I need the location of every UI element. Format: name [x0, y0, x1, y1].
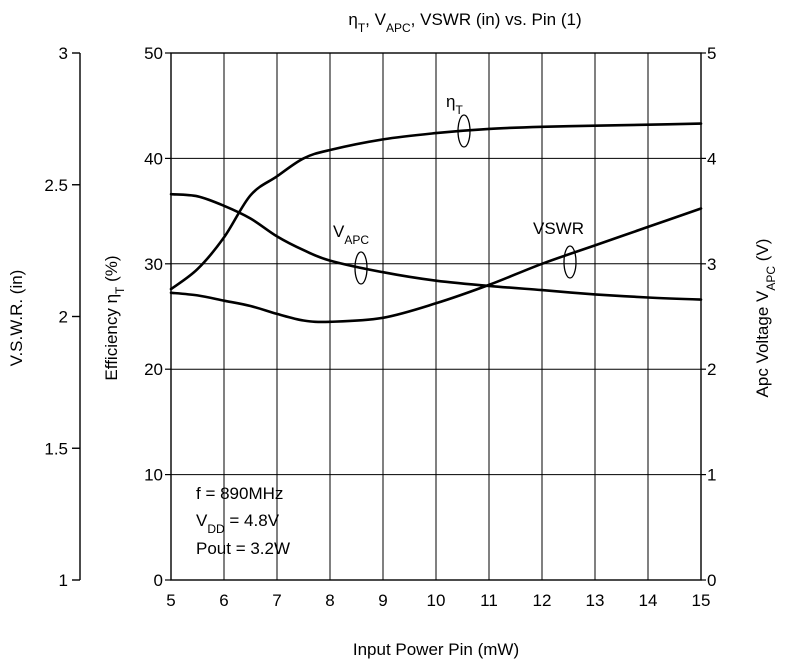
x-tick-label-12: 12 — [533, 591, 552, 610]
vswr-tick-label-2.5: 2.5 — [44, 176, 68, 195]
chart-title: ηT, VAPC, VSWR (in) vs. Pin (1) — [348, 10, 581, 35]
right-tick-label-4: 4 — [707, 149, 716, 168]
right-tick-label-0: 0 — [707, 571, 716, 590]
vswr-tick-label-1.5: 1.5 — [44, 439, 68, 458]
leader-ellipse-vswr — [563, 245, 577, 279]
x-tick-label-5: 5 — [166, 591, 175, 610]
x-axis-label: Input Power Pin (mW) — [353, 640, 519, 659]
right-axis-label: Apc Voltage VAPC (V) — [753, 239, 778, 398]
left-axis-label: Efficiency ηT (%) — [102, 255, 127, 380]
left-tick-label-20: 20 — [144, 360, 163, 379]
leader-ellipse-eta — [457, 114, 471, 148]
x-tick-label-6: 6 — [219, 591, 228, 610]
vswr-tick-label-1: 1 — [59, 571, 68, 590]
series-line-vswr — [169, 207, 703, 324]
x-tick-label-8: 8 — [325, 591, 334, 610]
right-tick-label-3: 3 — [707, 255, 716, 274]
leader-ellipse-vapc — [354, 251, 368, 285]
vswr-tick-label-2: 2 — [59, 308, 68, 327]
right-tick-label-2: 2 — [707, 360, 716, 379]
left-tick-label-40: 40 — [144, 149, 163, 168]
right-tick-label-1: 1 — [707, 466, 716, 485]
x-tick-label-11: 11 — [480, 591, 498, 610]
series-line--t — [169, 122, 703, 291]
left-tick-label-0: 0 — [154, 571, 163, 590]
curve-label-eta: ηT — [446, 92, 463, 117]
condition-frequency: f = 890MHz — [196, 484, 283, 503]
x-tick-label-15: 15 — [692, 591, 711, 610]
left-tick-label-30: 30 — [144, 255, 163, 274]
x-tick-label-10: 10 — [427, 591, 446, 610]
plot-frame — [170, 52, 702, 581]
left-tick-label-50: 50 — [144, 44, 163, 63]
condition-vdd: VDD = 4.8V — [196, 511, 280, 536]
left-tick-label-10: 10 — [144, 466, 163, 485]
tick-labels: 5 6 7 8 9 10 11 12 13 14 150 010 120 230 340 450 511.522… — [44, 44, 716, 610]
x-tick-label-13: 13 — [586, 591, 605, 610]
condition-pout: Pout = 3.2W — [196, 539, 290, 558]
vswr-tick-label-3: 3 — [59, 44, 68, 63]
x-tick-label-14: 14 — [639, 591, 658, 610]
curve-label-vapc: VAPC — [333, 222, 369, 247]
x-tick-label-7: 7 — [272, 591, 281, 610]
x-tick-label-9: 9 — [378, 591, 387, 610]
curve-label-vswr: VSWR — [533, 219, 584, 238]
right-tick-label-5: 5 — [707, 44, 716, 63]
vswr-axis-label: V.S.W.R. (in) — [7, 270, 26, 367]
